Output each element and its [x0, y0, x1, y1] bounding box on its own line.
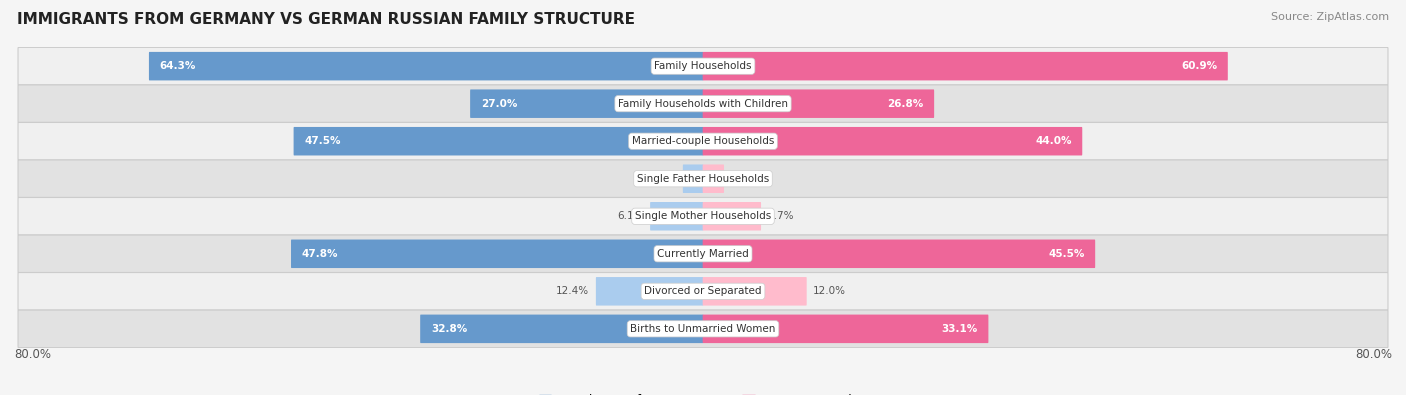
FancyBboxPatch shape — [683, 164, 703, 193]
Text: 80.0%: 80.0% — [14, 348, 51, 361]
FancyBboxPatch shape — [18, 47, 1388, 85]
FancyBboxPatch shape — [18, 235, 1388, 273]
FancyBboxPatch shape — [703, 314, 988, 343]
Text: 45.5%: 45.5% — [1047, 249, 1084, 259]
Text: 12.4%: 12.4% — [557, 286, 589, 296]
FancyBboxPatch shape — [703, 277, 807, 306]
FancyBboxPatch shape — [18, 122, 1388, 160]
FancyBboxPatch shape — [703, 127, 1083, 156]
FancyBboxPatch shape — [470, 89, 703, 118]
FancyBboxPatch shape — [18, 160, 1388, 198]
FancyBboxPatch shape — [703, 52, 1227, 81]
FancyBboxPatch shape — [703, 202, 761, 231]
Text: 27.0%: 27.0% — [481, 99, 517, 109]
Text: 80.0%: 80.0% — [1355, 348, 1392, 361]
FancyBboxPatch shape — [18, 310, 1388, 348]
Text: 47.8%: 47.8% — [302, 249, 339, 259]
FancyBboxPatch shape — [650, 202, 703, 231]
Text: Divorced or Separated: Divorced or Separated — [644, 286, 762, 296]
FancyBboxPatch shape — [420, 314, 703, 343]
Text: Married-couple Households: Married-couple Households — [631, 136, 775, 146]
FancyBboxPatch shape — [294, 127, 703, 156]
Text: Source: ZipAtlas.com: Source: ZipAtlas.com — [1271, 12, 1389, 22]
Text: Family Households: Family Households — [654, 61, 752, 71]
Text: 64.3%: 64.3% — [160, 61, 195, 71]
FancyBboxPatch shape — [149, 52, 703, 81]
FancyBboxPatch shape — [18, 273, 1388, 310]
Text: Currently Married: Currently Married — [657, 249, 749, 259]
FancyBboxPatch shape — [291, 239, 703, 268]
Text: 12.0%: 12.0% — [813, 286, 846, 296]
Text: 6.7%: 6.7% — [768, 211, 794, 221]
Text: Single Father Households: Single Father Households — [637, 174, 769, 184]
Text: 26.8%: 26.8% — [887, 99, 924, 109]
Text: Family Households with Children: Family Households with Children — [619, 99, 787, 109]
Text: 60.9%: 60.9% — [1181, 61, 1218, 71]
Text: IMMIGRANTS FROM GERMANY VS GERMAN RUSSIAN FAMILY STRUCTURE: IMMIGRANTS FROM GERMANY VS GERMAN RUSSIA… — [17, 12, 636, 27]
FancyBboxPatch shape — [596, 277, 703, 306]
FancyBboxPatch shape — [18, 85, 1388, 122]
FancyBboxPatch shape — [18, 198, 1388, 235]
Text: 2.3%: 2.3% — [650, 174, 676, 184]
FancyBboxPatch shape — [703, 239, 1095, 268]
Text: 6.1%: 6.1% — [617, 211, 644, 221]
FancyBboxPatch shape — [703, 89, 934, 118]
Text: 2.4%: 2.4% — [731, 174, 756, 184]
Legend: Immigrants from Germany, German Russian: Immigrants from Germany, German Russian — [538, 394, 868, 395]
Text: Single Mother Households: Single Mother Households — [636, 211, 770, 221]
Text: Births to Unmarried Women: Births to Unmarried Women — [630, 324, 776, 334]
Text: 32.8%: 32.8% — [430, 324, 467, 334]
Text: 33.1%: 33.1% — [942, 324, 977, 334]
FancyBboxPatch shape — [703, 164, 724, 193]
Text: 47.5%: 47.5% — [304, 136, 340, 146]
Text: 44.0%: 44.0% — [1035, 136, 1071, 146]
